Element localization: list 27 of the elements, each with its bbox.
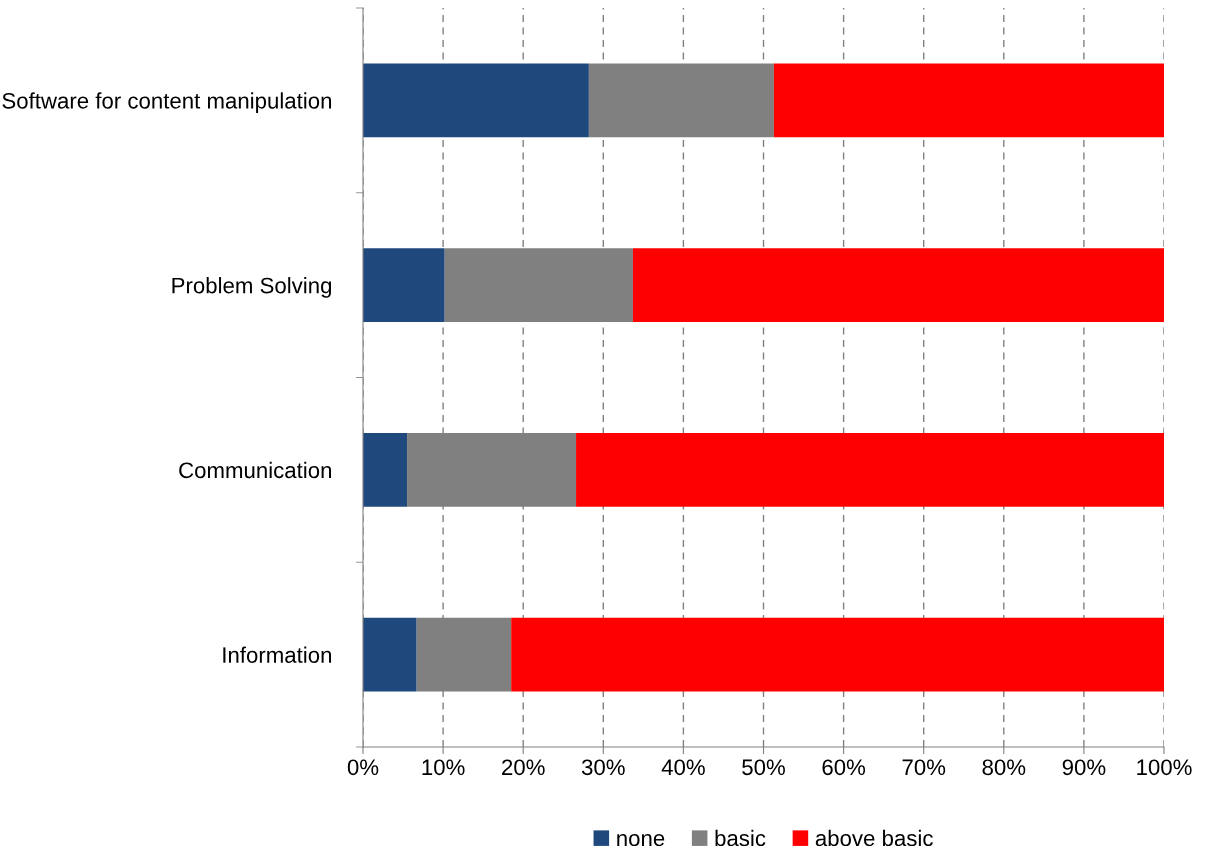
- bar: [773, 63, 1164, 138]
- bar: [632, 248, 1164, 323]
- bar: [576, 432, 1164, 507]
- x-tick-label: 0%: [347, 759, 379, 776]
- y-tick-label: Problem Solving: [172, 277, 332, 298]
- x-tick-label: 30%: [581, 759, 625, 776]
- x-tick-label: 20%: [502, 759, 545, 776]
- x-tick-label: 70%: [902, 759, 946, 776]
- bar: [363, 617, 417, 692]
- legend-label: basic: [715, 829, 766, 846]
- y-tick-label: Information: [223, 646, 332, 663]
- x-tick-label: 60%: [822, 759, 866, 776]
- x-tick-label: 50%: [742, 759, 785, 776]
- x-tick-label: 40%: [661, 759, 705, 776]
- legend-label: none: [617, 833, 665, 846]
- bar: [363, 63, 589, 138]
- legend-label: above basic: [815, 829, 933, 846]
- bar: [588, 63, 774, 138]
- bar: [363, 432, 408, 507]
- x-tick-label: 80%: [982, 759, 1026, 776]
- x-tick-label: 90%: [1062, 759, 1106, 776]
- y-tick-label: Communication: [179, 461, 332, 479]
- bar: [363, 248, 445, 323]
- x-tick-label: 100%: [1137, 759, 1192, 776]
- y-tick-label: Software for content manipulation: [2, 92, 332, 114]
- x-tick-label: 10%: [422, 759, 465, 776]
- bar: [511, 617, 1164, 692]
